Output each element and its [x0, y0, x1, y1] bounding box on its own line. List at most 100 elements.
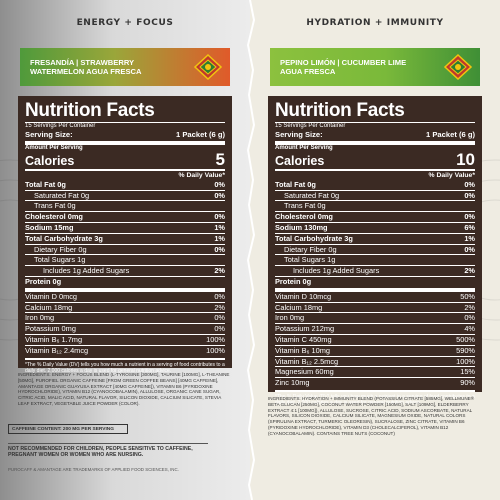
- nutrient-row: Protein 0g: [25, 275, 225, 287]
- right-flavor-banner: PEPINO LIMÓN | CUCUMBER LIME AGUA FRESCA: [270, 48, 480, 86]
- nutrient-label: Cholesterol 0mg: [275, 212, 333, 222]
- vitamin-daily-value: 2%: [214, 302, 225, 312]
- vitamin-row: Vitamin B₁₂ 2.5mcg 100%: [275, 355, 475, 367]
- nutrient-daily-value: 0%: [214, 190, 225, 200]
- vitamin-daily-value: 0%: [214, 313, 225, 323]
- nutrient-daily-value: 2%: [464, 266, 475, 276]
- hydration-immunity-panel: HYDRATION + IMMUNITY PEPINO LIMÓN | CUCU…: [250, 0, 500, 500]
- nutrient-row: Sodium 15mg 1%: [25, 221, 225, 233]
- vitamin-label: Vitamin D 10mcg: [275, 291, 332, 301]
- vitamin-label: Vitamin B₁₂ 2.4mcg: [25, 345, 89, 355]
- nutrient-row: Trans Fat 0g: [25, 200, 225, 211]
- vitamin-row: Zinc 10mg 90%: [275, 377, 475, 388]
- nutrient-label: Saturated Fat 0g: [284, 190, 340, 200]
- vitamin-row: Potassium 0mg 0%: [25, 323, 225, 334]
- vitamin-daily-value: 2%: [464, 302, 475, 312]
- right-dv-header: % Daily Value*: [275, 168, 475, 180]
- vitamin-daily-value: 50%: [460, 291, 475, 301]
- nutrient-row: Trans Fat 0g: [275, 200, 475, 211]
- vitamin-daily-value: 0%: [214, 324, 225, 334]
- vitamin-row: Potassium 212mg 4%: [275, 323, 475, 334]
- nutrient-label: Saturated Fat 0g: [34, 190, 90, 200]
- vitamin-label: Vitamin B₆ 10mg: [275, 345, 331, 355]
- nutrient-daily-value: 0%: [464, 244, 475, 254]
- right-nutrition-facts-label: Nutrition Facts 15 Servings Per Containe…: [268, 96, 482, 406]
- nutrient-label: Trans Fat 0g: [34, 201, 76, 211]
- nutrient-label: Trans Fat 0g: [284, 201, 326, 211]
- right-footnote: *The % Daily Value (DV) tells you how mu…: [275, 389, 475, 406]
- vitamin-row: Vitamin C 450mg 500%: [275, 333, 475, 345]
- right-serving-size-label: Serving Size:: [275, 130, 323, 139]
- left-nf-title: Nutrition Facts: [25, 100, 155, 121]
- left-calories-label: Calories: [25, 153, 75, 168]
- nutrient-label: Total Sugars 1g: [284, 255, 336, 265]
- left-dv-header: % Daily Value*: [25, 168, 225, 180]
- nutrient-row: Includes 1g Added Sugars 2%: [25, 265, 225, 276]
- nutrient-row: Includes 1g Added Sugars 2%: [275, 265, 475, 276]
- vitamin-label: Iron 0mg: [275, 313, 305, 323]
- vitamin-row: Calcium 18mg 2%: [25, 301, 225, 313]
- vitamin-row: Vitamin B₁₂ 2.4mcg 100%: [25, 344, 225, 356]
- energy-focus-panel: ENERGY + FOCUS FRESANDÍA | STRAWBERRY WA…: [0, 0, 250, 500]
- right-serving-size-value: 1 Packet (6 g): [426, 130, 475, 139]
- nutrient-daily-value: 0%: [214, 244, 225, 254]
- nutrient-row: Total Carbohydrate 3g 1%: [275, 232, 475, 244]
- nutrient-daily-value: 2%: [214, 266, 225, 276]
- left-footnote: *The % Daily Value (DV) tells you how mu…: [25, 357, 225, 374]
- nutrient-row: Saturated Fat 0g 0%: [25, 189, 225, 201]
- nutrient-label: Protein 0g: [25, 276, 62, 286]
- vitamin-row: Vitamin D 10mcg 50%: [275, 292, 475, 302]
- nutrient-row: Saturated Fat 0g 0%: [275, 189, 475, 201]
- vitamin-label: Magnesium 60mg: [275, 367, 334, 377]
- vitamin-daily-value: 4%: [464, 324, 475, 334]
- nutrient-label: Dietary Fiber 0g: [284, 244, 337, 254]
- vitamin-row: Vitamin B₆ 10mg 590%: [275, 344, 475, 356]
- vitamin-label: Potassium 212mg: [275, 324, 335, 334]
- nutrient-row: Total Sugars 1g: [275, 254, 475, 265]
- right-calories-label: Calories: [275, 153, 325, 168]
- aztec-seal-icon: [444, 54, 472, 80]
- nutrient-row: Sodium 130mg 6%: [275, 221, 475, 233]
- nutrient-daily-value: 0%: [214, 179, 225, 189]
- vitamin-label: Iron 0mg: [25, 313, 55, 323]
- left-heading: ENERGY + FOCUS: [76, 18, 174, 28]
- vitamin-row: Vitamin D 0mcg 0%: [25, 292, 225, 302]
- left-flavor-banner: FRESANDÍA | STRAWBERRY WATERMELON AGUA F…: [20, 48, 230, 86]
- nutrient-label: Total Sugars 1g: [34, 255, 86, 265]
- right-servings: 15 Servings Per Container: [275, 123, 346, 129]
- right-heading: HYDRATION + IMMUNITY: [306, 18, 444, 28]
- nutrient-row: Total Sugars 1g: [25, 254, 225, 265]
- nutrient-row: Protein 0g: [275, 275, 475, 287]
- nutrient-daily-value: 1%: [464, 233, 475, 243]
- vitamin-label: Vitamin B₆ 1.7mg: [25, 334, 83, 344]
- not-recommended-warning: NOT RECOMMENDED FOR CHILDREN, PEOPLE SEN…: [8, 443, 208, 459]
- right-ingredients: INGREDIENTS: HYDRATION + IMMUNITY BLEND …: [268, 396, 475, 436]
- nutrient-daily-value: 0%: [464, 179, 475, 189]
- vitamin-daily-value: 500%: [456, 334, 475, 344]
- vitamin-label: Vitamin C 450mg: [275, 334, 332, 344]
- nutrient-label: Includes 1g Added Sugars: [293, 266, 380, 276]
- aztec-seal-icon: [194, 54, 222, 80]
- nutrient-daily-value: 6%: [464, 222, 475, 232]
- nutrient-label: Total Fat 0g: [25, 179, 66, 189]
- nutrient-label: Total Fat 0g: [275, 179, 316, 189]
- vitamin-daily-value: 590%: [456, 345, 475, 355]
- vitamin-row: Vitamin B₆ 1.7mg 100%: [25, 333, 225, 345]
- vitamin-daily-value: 15%: [460, 367, 475, 377]
- nutrient-daily-value: 0%: [214, 212, 225, 222]
- nutrient-daily-value: 1%: [214, 222, 225, 232]
- vitamin-label: Calcium 18mg: [25, 302, 73, 312]
- vitamin-label: Calcium 18mg: [275, 302, 323, 312]
- nutrient-row: Dietary Fiber 0g 0%: [25, 243, 225, 255]
- right-flavor-name: PEPINO LIMÓN | CUCUMBER LIME AGUA FRESCA: [280, 57, 407, 77]
- nutrient-row: Cholesterol 0mg 0%: [25, 211, 225, 222]
- nutrient-label: Dietary Fiber 0g: [34, 244, 87, 254]
- vitamin-label: Zinc 10mg: [275, 378, 310, 388]
- nutrient-daily-value: 0%: [464, 212, 475, 222]
- nutrient-label: Protein 0g: [275, 276, 312, 286]
- nutrient-label: Total Carbohydrate 3g: [275, 233, 353, 243]
- nutrient-label: Sodium 15mg: [25, 222, 74, 232]
- vitamin-row: Calcium 18mg 2%: [275, 301, 475, 313]
- left-serving-size-value: 1 Packet (6 g): [176, 130, 225, 139]
- nutrient-row: Dietary Fiber 0g 0%: [275, 243, 475, 255]
